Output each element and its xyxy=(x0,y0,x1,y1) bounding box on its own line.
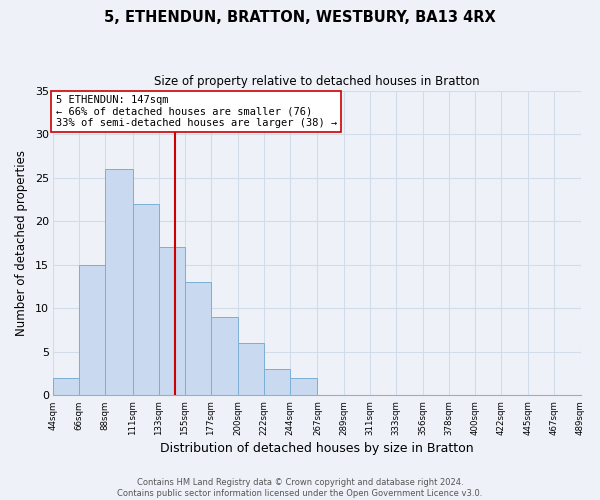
Bar xyxy=(106,169,133,396)
Bar xyxy=(211,317,238,396)
Bar xyxy=(133,204,158,396)
Bar xyxy=(264,369,290,396)
Bar xyxy=(158,248,185,396)
Bar xyxy=(290,378,317,396)
Bar xyxy=(185,282,211,396)
Y-axis label: Number of detached properties: Number of detached properties xyxy=(15,150,28,336)
Text: 5, ETHENDUN, BRATTON, WESTBURY, BA13 4RX: 5, ETHENDUN, BRATTON, WESTBURY, BA13 4RX xyxy=(104,10,496,25)
Bar xyxy=(53,378,79,396)
X-axis label: Distribution of detached houses by size in Bratton: Distribution of detached houses by size … xyxy=(160,442,473,455)
Bar xyxy=(79,264,106,396)
Title: Size of property relative to detached houses in Bratton: Size of property relative to detached ho… xyxy=(154,75,479,88)
Bar xyxy=(238,343,264,396)
Text: Contains HM Land Registry data © Crown copyright and database right 2024.
Contai: Contains HM Land Registry data © Crown c… xyxy=(118,478,482,498)
Text: 5 ETHENDUN: 147sqm
← 66% of detached houses are smaller (76)
33% of semi-detache: 5 ETHENDUN: 147sqm ← 66% of detached hou… xyxy=(56,95,337,128)
